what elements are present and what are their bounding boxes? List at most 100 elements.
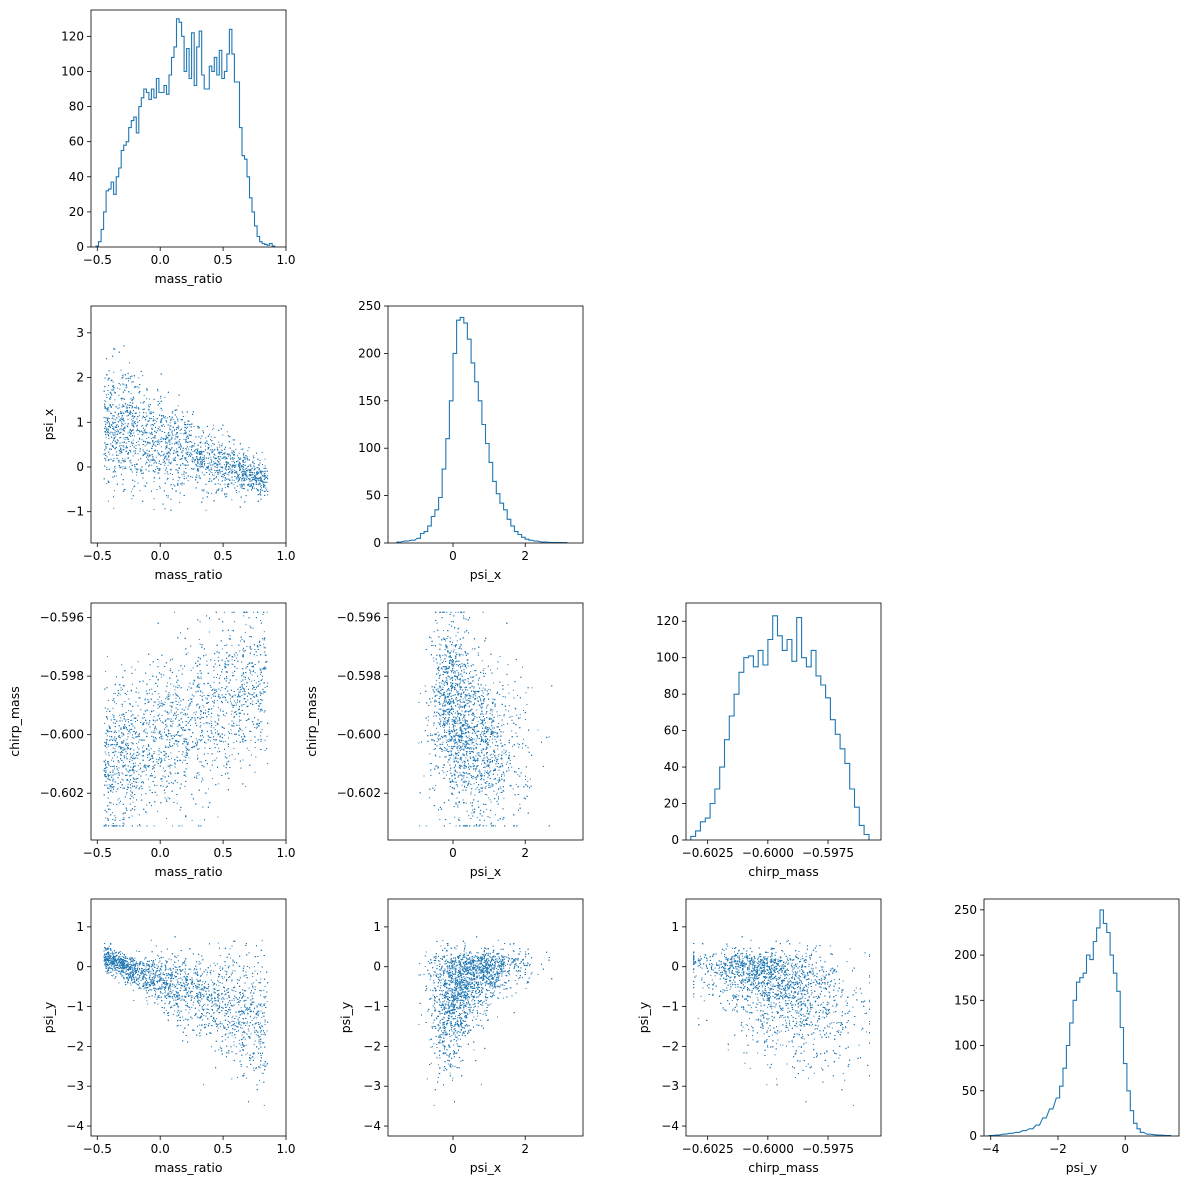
scatter-point xyxy=(242,460,244,461)
scatter-point xyxy=(174,762,176,764)
scatter-point xyxy=(112,747,114,749)
scatter-point xyxy=(248,468,250,470)
scatter-point xyxy=(191,468,193,470)
scatter-point xyxy=(119,419,121,421)
scatter-point xyxy=(264,473,266,475)
scatter-point xyxy=(166,753,167,754)
scatter-point xyxy=(231,659,233,661)
scatter-point xyxy=(139,753,141,755)
scatter-point xyxy=(151,424,153,425)
scatter-point xyxy=(128,431,130,433)
scatter-point xyxy=(241,466,243,468)
scatter-point xyxy=(241,474,243,476)
scatter-point xyxy=(177,725,179,727)
scatter-point xyxy=(107,428,109,430)
scatter-point xyxy=(213,424,215,426)
scatter-point xyxy=(232,672,234,674)
scatter-point xyxy=(245,474,247,476)
scatter-point xyxy=(144,453,146,455)
scatter-point xyxy=(174,689,176,691)
scatter-point xyxy=(165,448,167,450)
scatter-point xyxy=(221,480,223,482)
scatter-point xyxy=(104,449,106,451)
scatter-point xyxy=(169,434,171,436)
scatter-point xyxy=(261,678,263,680)
scatter-point xyxy=(263,476,265,477)
scatter-point xyxy=(198,639,200,640)
scatter-point xyxy=(121,720,123,722)
scatter-point xyxy=(207,466,209,468)
scatter-point xyxy=(168,459,170,461)
scatter-point xyxy=(260,471,262,473)
scatter-point xyxy=(131,719,133,721)
scatter-point xyxy=(165,420,167,422)
y-tick-label: 0 xyxy=(76,240,84,254)
scatter-point xyxy=(132,417,134,419)
scatter-point xyxy=(150,411,152,413)
scatter-point xyxy=(224,753,226,755)
scatter-point xyxy=(131,407,133,409)
scatter-point xyxy=(185,440,187,442)
scatter-point xyxy=(243,471,245,473)
scatter-point xyxy=(189,435,191,437)
scatter-point xyxy=(252,486,254,488)
scatter-point xyxy=(105,428,107,430)
scatter-point xyxy=(143,401,145,403)
scatter-point xyxy=(221,466,223,468)
scatter-point xyxy=(200,461,202,463)
x-axis-label: chirp_mass xyxy=(748,864,818,879)
scatter-point xyxy=(138,459,139,461)
scatter-point xyxy=(197,471,199,472)
scatter-point xyxy=(172,411,174,413)
scatter-point xyxy=(181,455,183,457)
scatter-point xyxy=(148,743,149,745)
scatter-point xyxy=(232,470,234,472)
scatter-point xyxy=(135,445,137,447)
scatter-point xyxy=(243,472,245,474)
scatter-point xyxy=(224,492,226,494)
scatter-point xyxy=(149,679,151,681)
scatter-point xyxy=(182,412,184,414)
scatter-point xyxy=(216,476,217,478)
scatter-point xyxy=(165,469,167,471)
scatter-point xyxy=(259,493,261,495)
scatter-point xyxy=(213,474,215,476)
scatter-point xyxy=(129,362,130,364)
scatter-point xyxy=(122,429,124,431)
scatter-point xyxy=(245,786,247,787)
scatter-point xyxy=(183,475,185,477)
scatter-point xyxy=(130,412,132,414)
scatter-point xyxy=(112,460,114,462)
scatter-point xyxy=(253,483,255,485)
scatter-point xyxy=(112,433,114,435)
scatter-point xyxy=(130,720,132,721)
scatter-point xyxy=(146,456,148,458)
scatter-point xyxy=(180,458,182,460)
scatter-point xyxy=(129,754,131,756)
scatter-point xyxy=(130,430,132,432)
scatter-point xyxy=(126,424,128,426)
scatter-point xyxy=(198,677,200,679)
scatter-point xyxy=(214,449,216,451)
scatter-point xyxy=(233,443,235,445)
scatter-point xyxy=(115,732,117,733)
scatter-point xyxy=(257,483,259,485)
scatter-point xyxy=(148,432,150,434)
scatter-point xyxy=(121,425,123,427)
scatter-point xyxy=(190,423,192,425)
scatter-point xyxy=(114,448,116,450)
scatter-point xyxy=(210,697,212,699)
scatter-point xyxy=(209,464,211,466)
scatter-point xyxy=(237,481,239,483)
scatter-point xyxy=(244,461,246,463)
scatter-point xyxy=(192,457,194,459)
scatter-point xyxy=(164,508,166,510)
scatter-point xyxy=(137,416,139,418)
scatter-point xyxy=(253,611,255,613)
scatter-point xyxy=(246,456,248,458)
scatter-point xyxy=(118,394,120,396)
scatter-point xyxy=(131,759,133,761)
scatter-point xyxy=(118,407,120,409)
scatter-point xyxy=(128,730,129,732)
scatter-point xyxy=(130,468,132,470)
